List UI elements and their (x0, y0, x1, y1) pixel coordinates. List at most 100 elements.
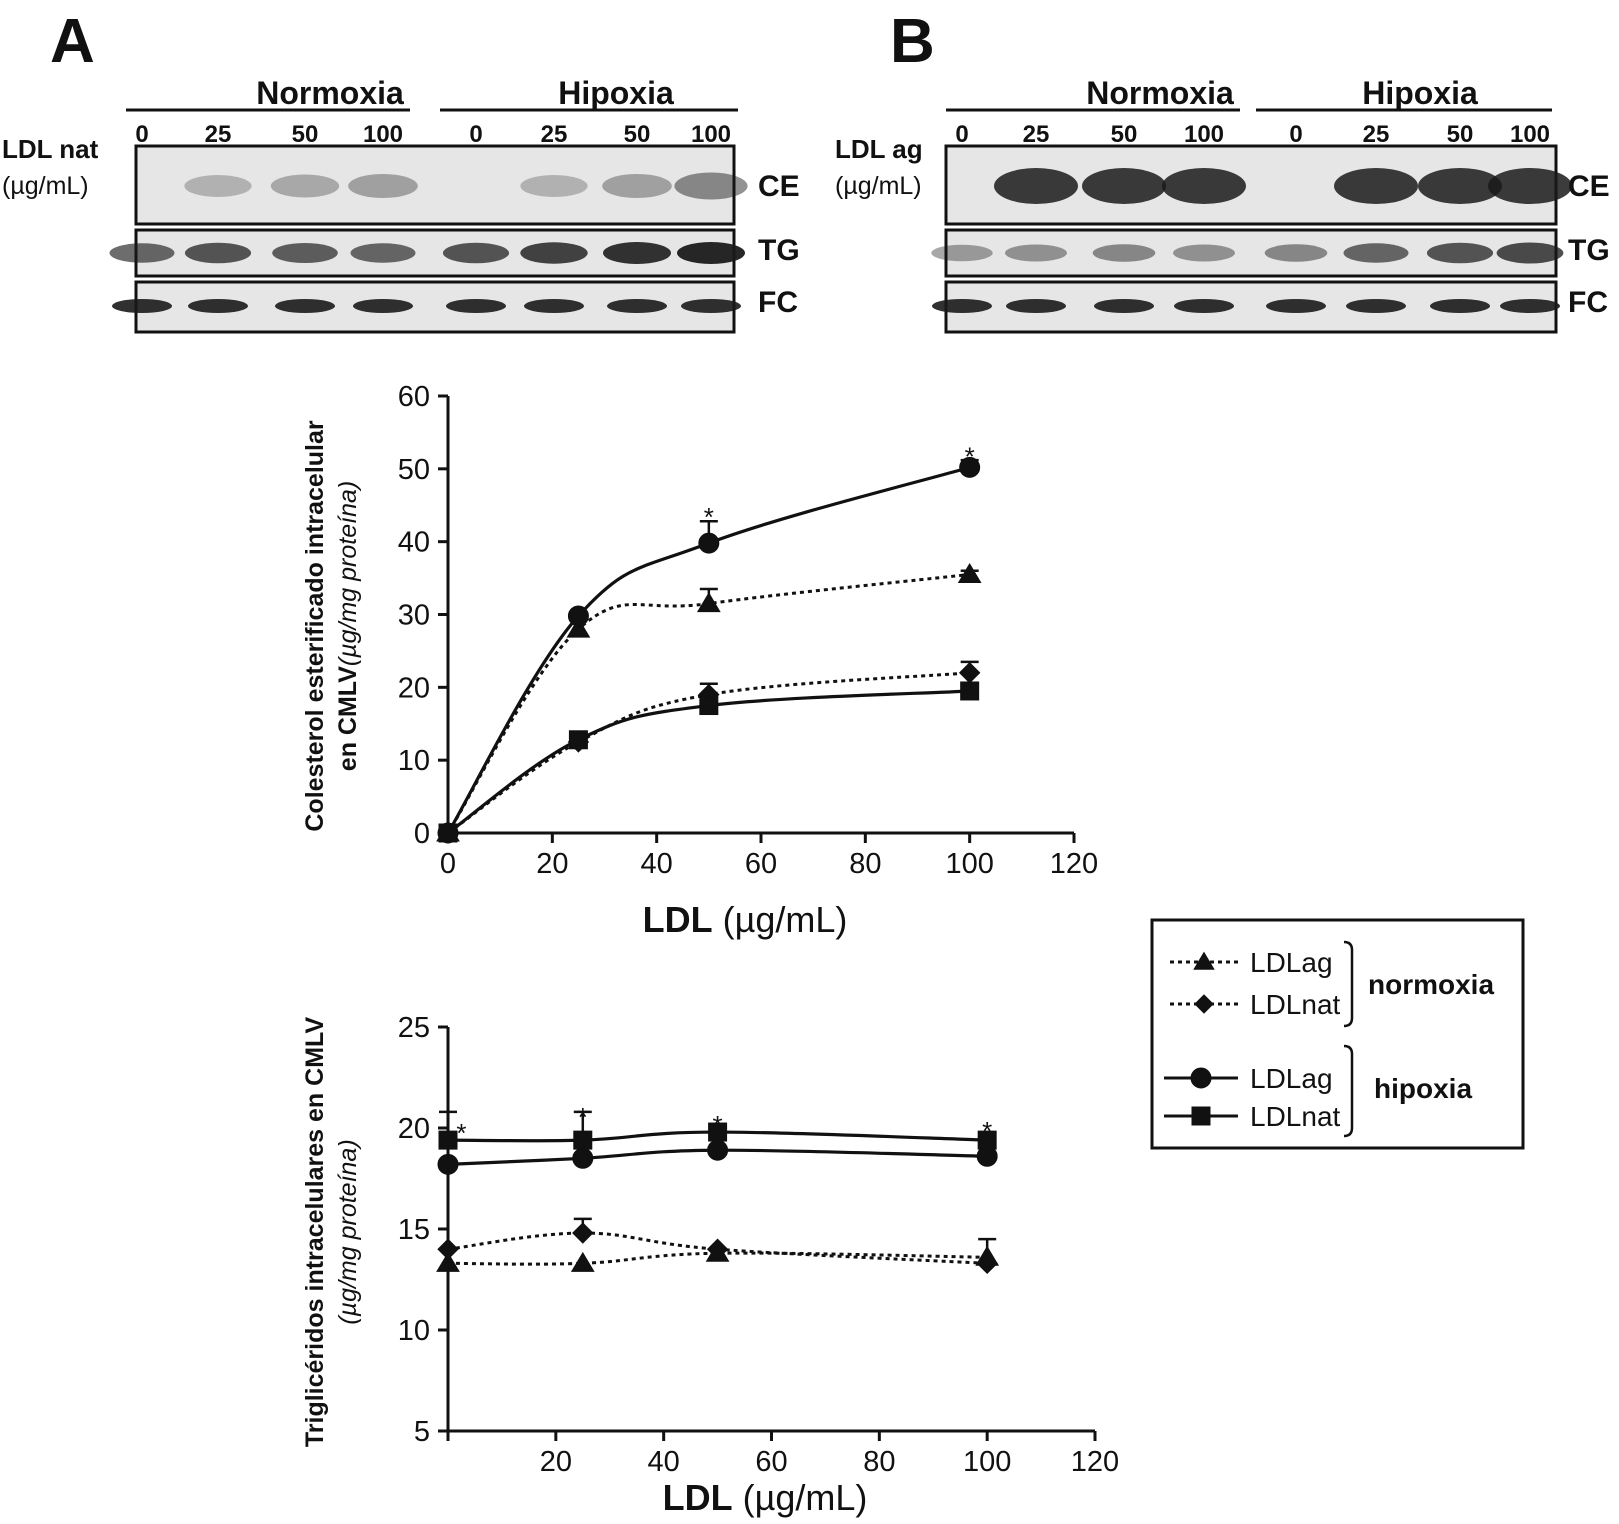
data-point-hip_ag (698, 532, 720, 554)
chart2-ylabel-line1: Triglicéridos intracelulares en CMLV (301, 1017, 329, 1448)
x-tick-label: 100 (945, 848, 993, 880)
chart2-xlabel-unit: (µg/mL) (743, 1477, 868, 1518)
y-tick-label: 50 (398, 454, 430, 486)
legend-label: LDLag (1250, 947, 1333, 978)
data-point-norm_nat (976, 1252, 998, 1275)
b-fc-band (1006, 299, 1066, 313)
a-tg-band (109, 243, 175, 263)
b-ce-band (1488, 168, 1572, 204)
chart2-axes: 5 10 15 20 25 20 40 60 80 100 120 (398, 1012, 1119, 1478)
legend-marker-circle (1190, 1067, 1212, 1089)
a-ce-band (674, 172, 748, 200)
y-tick-label: 10 (398, 1315, 430, 1347)
chart1-axes: 0 10 20 30 40 50 60 0 20 40 60 80 100 120 (398, 381, 1098, 880)
a-tg-band (603, 242, 671, 264)
data-point-norm_nat (572, 1222, 594, 1244)
chart1-xlabel-unit: (µg/mL) (723, 899, 848, 940)
data-point-norm_ag (957, 562, 982, 583)
y-tick-label: 15 (398, 1214, 430, 1246)
chart1-xlabel: LDL (µg/mL) (643, 899, 848, 940)
significance-star: * (704, 502, 714, 532)
y-tick-label: 5 (414, 1416, 430, 1448)
y-tick-label: 60 (398, 381, 430, 413)
condition-hipoxia-b: Hipoxia (1362, 75, 1478, 111)
legend-label: LDLnat (1250, 989, 1341, 1020)
a-fc-band (188, 299, 248, 313)
legend-group-hipoxia: hipoxia (1374, 1073, 1472, 1104)
side-unit-a: (µg/mL) (2, 172, 89, 200)
legend-entries: LDLag LDLnat LDLag LDLnat (1164, 947, 1341, 1132)
side-unit-b: (µg/mL) (835, 172, 922, 200)
a-ce-band (270, 174, 340, 198)
y-tick-label: 20 (398, 1113, 430, 1145)
data-point-hip_ag (437, 1153, 459, 1175)
b-fc-band (1430, 299, 1490, 313)
data-point-hip_nat (568, 730, 588, 750)
chart1-ylabel-line1: Colesterol esterificado intracelular (301, 420, 329, 832)
b-ce-band (1418, 168, 1502, 204)
data-point-hip_ag (567, 605, 589, 627)
chart2-annotations: * * * * (456, 1102, 992, 1148)
legend-box (1150, 918, 1525, 1150)
series-line-hip_ag (446, 465, 971, 834)
data-point-hip_ag (959, 456, 981, 478)
chart1-xlabel-main: LDL (643, 899, 713, 940)
chart-triglycerides: 5 10 15 20 25 20 40 60 80 100 120 * * * * Triglicérid… (301, 1012, 1119, 1518)
a-lane-label: 50 (624, 121, 651, 148)
x-tick-label: 100 (963, 1446, 1011, 1478)
x-tick-label: 20 (536, 848, 568, 880)
y-tick-label: 20 (398, 672, 430, 704)
b-fc-band (1094, 299, 1154, 313)
x-tick-label: 120 (1050, 848, 1098, 880)
significance-star: * (456, 1118, 466, 1148)
series-line-hip_nat (447, 1130, 988, 1143)
band-label-fc-a: FC (758, 286, 798, 319)
b-fc-band (1266, 299, 1326, 313)
a-fc-band (446, 299, 506, 313)
legend-group-normoxia: normoxia (1368, 969, 1494, 1000)
legend: LDLag LDLnat LDLag LDLnat normoxia hipoxia (1150, 918, 1525, 1150)
b-lane-label: 0 (955, 121, 968, 148)
b-fc-band (1174, 299, 1234, 313)
lane-labels-b: 0 25 50 100 0 25 50 100 (955, 121, 1550, 148)
a-tg-band (350, 243, 416, 263)
x-tick-label: 40 (641, 848, 673, 880)
data-point-hip_nat (438, 1130, 458, 1150)
a-tg-band (520, 242, 588, 264)
chart2-xlabel: LDL (µg/mL) (663, 1477, 868, 1518)
chart1-ylabel-unit: (µg/mg proteína) (334, 481, 362, 666)
chart2-series (436, 1110, 1000, 1275)
panel-letter-a: A (50, 7, 95, 76)
data-point-norm_nat (706, 1238, 729, 1260)
data-point-hip_nat (699, 696, 719, 716)
data-point-norm_ag (696, 592, 721, 613)
legend-marker-triangle (1193, 951, 1215, 970)
a-tg-band (184, 242, 252, 264)
y-tick-label: 25 (398, 1012, 430, 1044)
data-point-norm_nat (437, 1238, 459, 1260)
b-lane-label: 50 (1111, 121, 1138, 148)
y-tick-label: 40 (398, 527, 430, 559)
chart1-ylabel-line2: en CMLV(µg/mg proteína) (334, 481, 362, 771)
data-point-hip_ag (707, 1139, 729, 1161)
data-point-norm_nat (958, 662, 981, 684)
series-line-norm_ag (447, 1251, 988, 1266)
a-ce-band (520, 175, 588, 197)
chart1-annotations: ** (704, 442, 975, 532)
b-ce-band (1334, 168, 1418, 204)
panel-letter-b: B (890, 7, 935, 76)
chart1-ylabel-cmlv: en CMLV (334, 666, 362, 771)
chart1-series (436, 456, 982, 844)
a-lane-label: 25 (541, 121, 568, 148)
b-lane-label: 50 (1447, 121, 1474, 148)
b-ce-band (994, 168, 1078, 204)
series-line-norm_nat (447, 671, 970, 835)
data-point-hip_nat (977, 1130, 997, 1150)
y-tick-label: 10 (398, 745, 430, 777)
x-tick-label: 80 (849, 848, 881, 880)
b-tg-band (1092, 244, 1156, 262)
band-label-tg-b: TG (1568, 234, 1610, 267)
significance-star: * (965, 442, 975, 472)
b-lane-label: 100 (1510, 121, 1550, 148)
